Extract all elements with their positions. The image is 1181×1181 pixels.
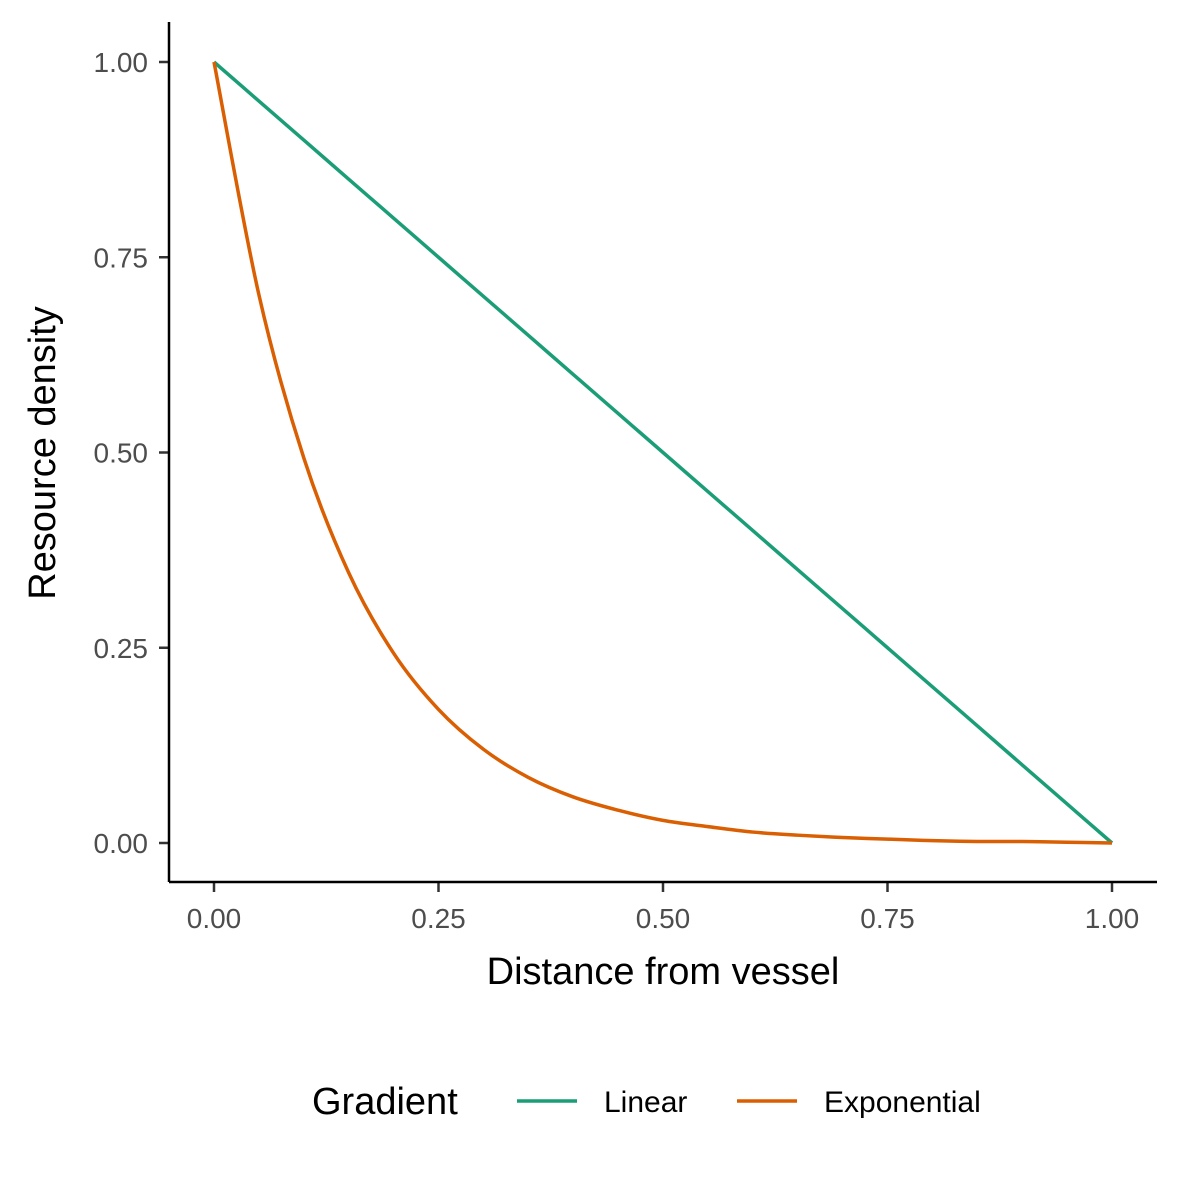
series-layer [212,60,1114,845]
x-tick-label-4: 1.00 [1085,903,1140,934]
series-line-exponential [212,61,1113,845]
x-axis-title: Distance from vessel [487,951,840,993]
x-tick-label-3: 0.75 [860,903,915,934]
x-tick-label-2: 0.50 [636,903,691,934]
x-tick-label-0: 0.00 [187,903,242,934]
y-axis-title: Resource density [22,306,64,600]
y-axis-ticks: 0.00 0.25 0.50 0.75 1.00 [94,47,169,859]
series-line-linear [212,60,1114,845]
x-axis-ticks: 0.00 0.25 0.50 0.75 1.00 [187,882,1140,934]
y-tick-label-1: 0.25 [94,633,149,664]
y-tick-label-2: 0.50 [94,438,149,469]
x-tick-label-1: 0.25 [411,903,466,934]
y-tick-label-3: 0.75 [94,242,149,273]
legend: Gradient Linear Exponential [312,1081,981,1123]
legend-label-exponential: Exponential [824,1086,981,1119]
legend-title: Gradient [312,1081,458,1123]
legend-label-linear: Linear [604,1086,687,1119]
y-tick-label-4: 1.00 [94,47,149,78]
y-tick-label-0: 0.00 [94,828,149,859]
